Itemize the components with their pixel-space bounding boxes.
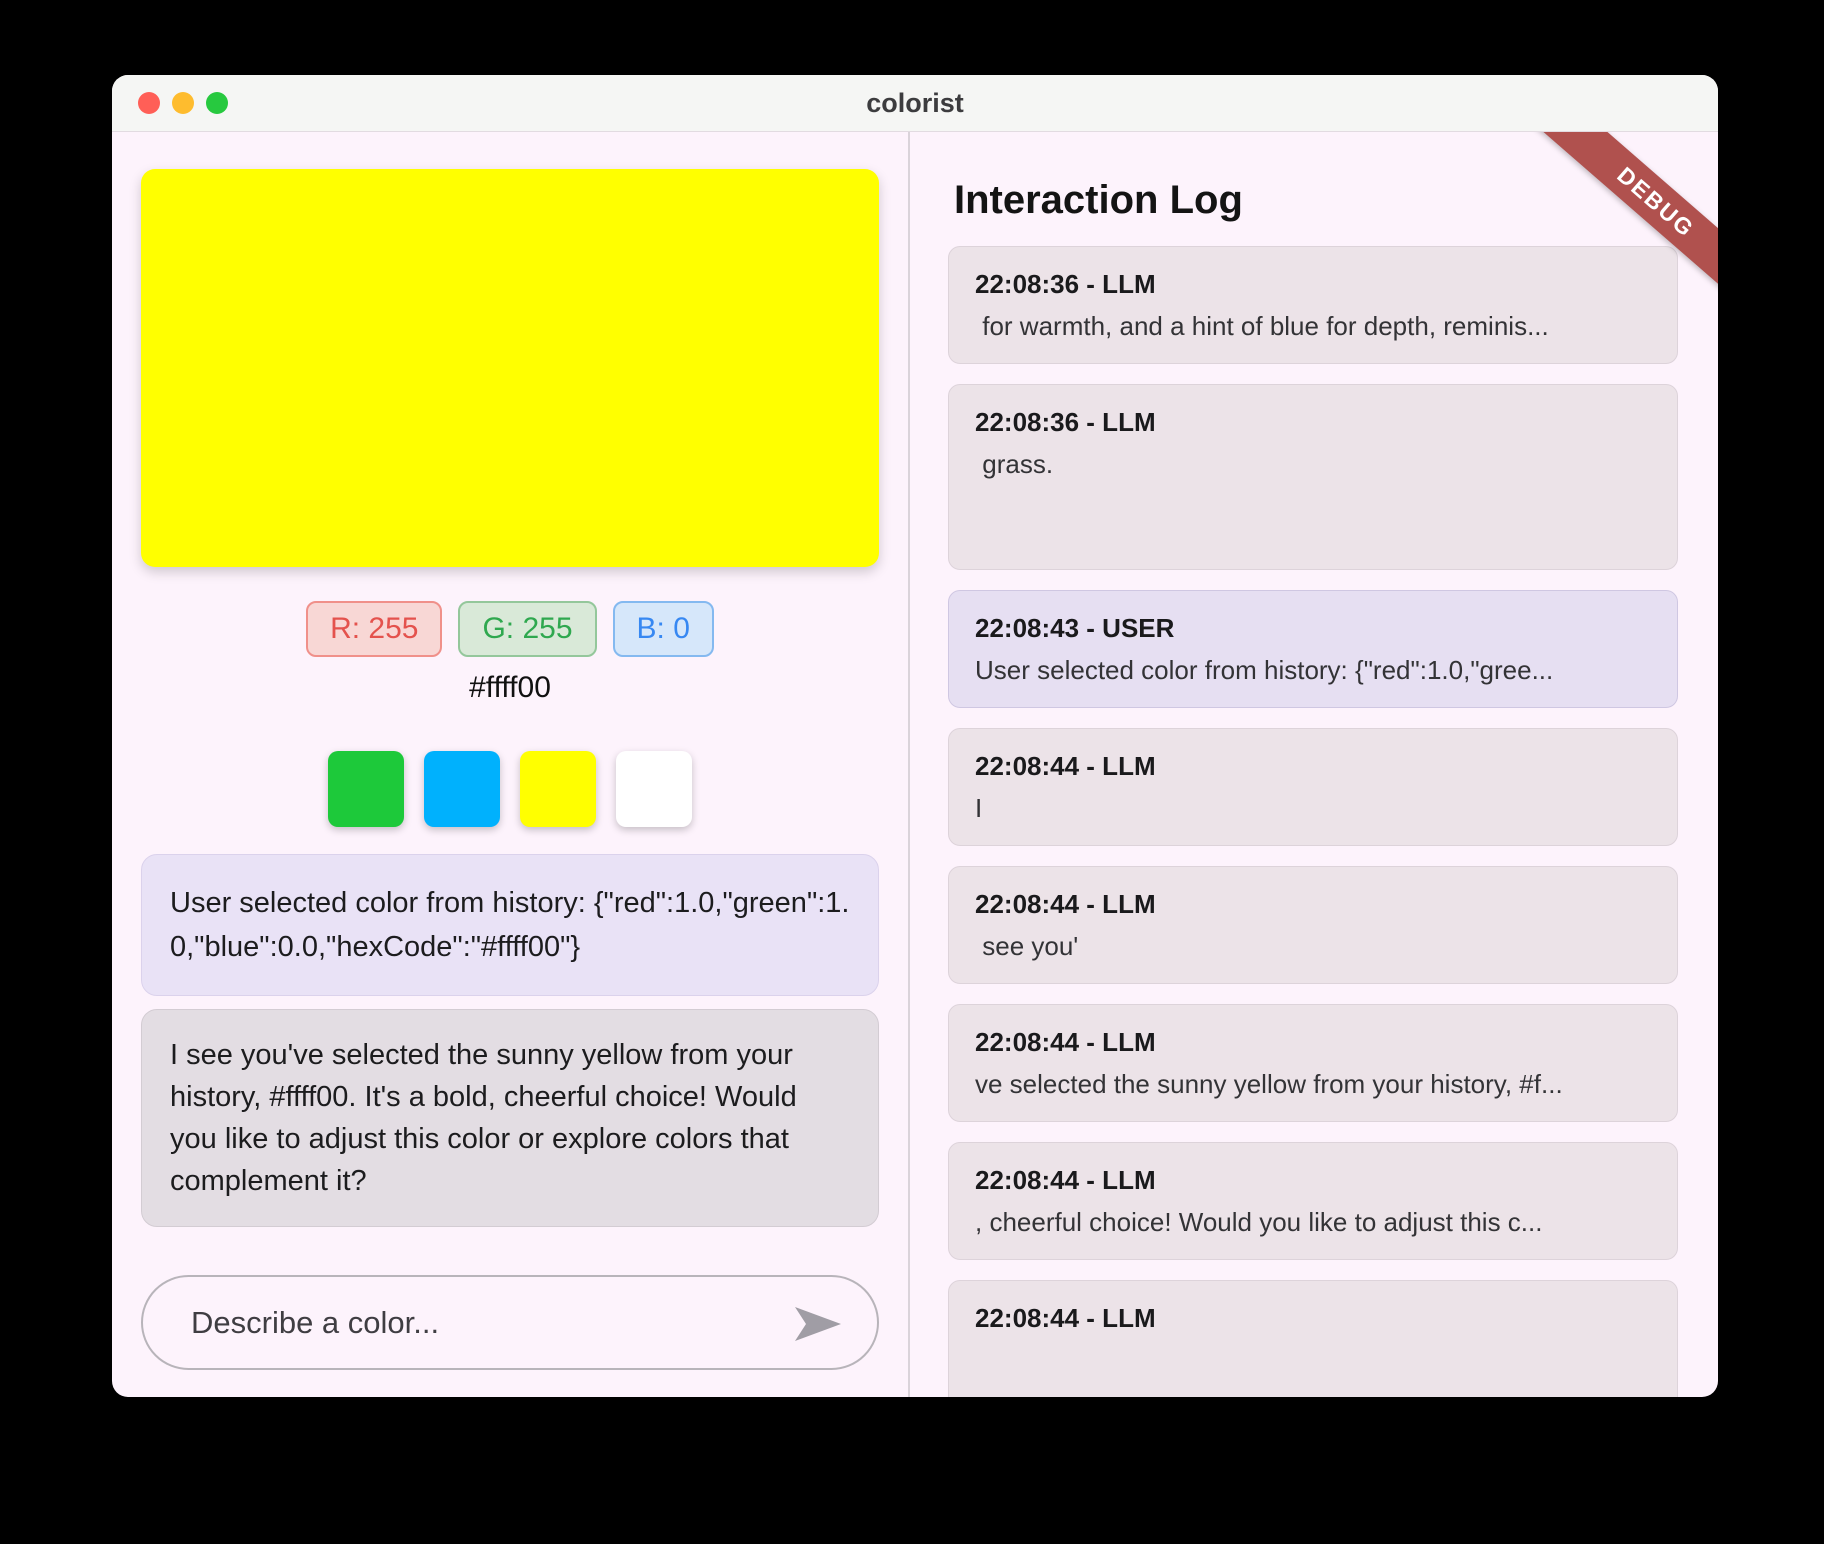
log-entry: 22:08:43 - USER User selected color from… (948, 590, 1678, 708)
log-entry-header: 22:08:43 - USER (975, 613, 1175, 643)
app-window: colorist R: 255 G: 255 B: 0 #ffff00 User… (112, 75, 1718, 1397)
log-entry-header: 22:08:44 - LLM (975, 1027, 1156, 1057)
log-entry-body: for warmth, and a hint of blue for depth… (975, 311, 1549, 341)
history-swatch-yellow[interactable] (520, 751, 596, 827)
log-panel-title: Interaction Log (954, 178, 1243, 222)
log-entry-header: 22:08:44 - LLM (975, 751, 1156, 781)
log-entry-header: 22:08:44 - LLM (975, 1165, 1156, 1195)
log-entry: 22:08:36 - LLM for warmth, and a hint of… (948, 246, 1678, 364)
log-entry: 22:08:44 - LLM (948, 1280, 1678, 1397)
log-entry-body: I (975, 793, 983, 823)
green-value-badge: G: 255 (458, 601, 597, 657)
history-swatch-green[interactable] (328, 751, 404, 827)
red-value-badge: R: 255 (306, 601, 443, 657)
traffic-lights (138, 92, 228, 114)
log-entry-body: ve selected the sunny yellow from your h… (975, 1069, 1563, 1099)
close-button[interactable] (138, 92, 160, 114)
hex-code-label: #ffff00 (469, 671, 551, 704)
send-icon[interactable] (793, 1305, 843, 1343)
history-swatch-white[interactable] (616, 751, 692, 827)
color-input-container (141, 1275, 879, 1370)
color-history (328, 751, 692, 827)
zoom-button[interactable] (206, 92, 228, 114)
log-entries: 22:08:36 - LLM for warmth, and a hint of… (948, 246, 1678, 1397)
log-entry-body: , cheerful choice! Would you like to adj… (975, 1207, 1543, 1237)
log-entry-body: User selected color from history: {"red"… (975, 655, 1554, 685)
minimize-button[interactable] (172, 92, 194, 114)
log-entry-header: 22:08:44 - LLM (975, 889, 1156, 919)
log-entry-header: 22:08:36 - LLM (975, 269, 1156, 299)
log-entry: 22:08:44 - LLM see you' (948, 866, 1678, 984)
log-entry: 22:08:44 - LLM I (948, 728, 1678, 846)
window-title: colorist (866, 87, 964, 118)
assistant-message-bubble: I see you've selected the sunny yellow f… (141, 1009, 879, 1227)
log-entry: 22:08:44 - LLM ve selected the sunny yel… (948, 1004, 1678, 1122)
main-content: R: 255 G: 255 B: 0 #ffff00 User selected… (112, 132, 1718, 1397)
color-panel: R: 255 G: 255 B: 0 #ffff00 User selected… (112, 132, 910, 1397)
titlebar: colorist (112, 75, 1718, 132)
log-entry-body (975, 1343, 1651, 1397)
log-entry-header: 22:08:36 - LLM (975, 407, 1156, 437)
log-panel: DEBUG Interaction Log 22:08:36 - LLM for… (910, 132, 1718, 1397)
log-entry-header: 22:08:44 - LLM (975, 1303, 1156, 1333)
history-swatch-blue[interactable] (424, 751, 500, 827)
blue-value-badge: B: 0 (612, 601, 714, 657)
log-entry-body: see you' (975, 931, 1079, 961)
log-entry-body: grass. (982, 449, 1054, 479)
rgb-badges: R: 255 G: 255 B: 0 (306, 601, 714, 657)
log-entry: 22:08:44 - LLM , cheerful choice! Would … (948, 1142, 1678, 1260)
describe-color-input[interactable] (143, 1304, 877, 1341)
current-color-swatch (141, 169, 879, 567)
log-entry: 22:08:36 - LLM grass. (948, 384, 1678, 570)
user-message-bubble: User selected color from history: {"red"… (141, 854, 879, 996)
